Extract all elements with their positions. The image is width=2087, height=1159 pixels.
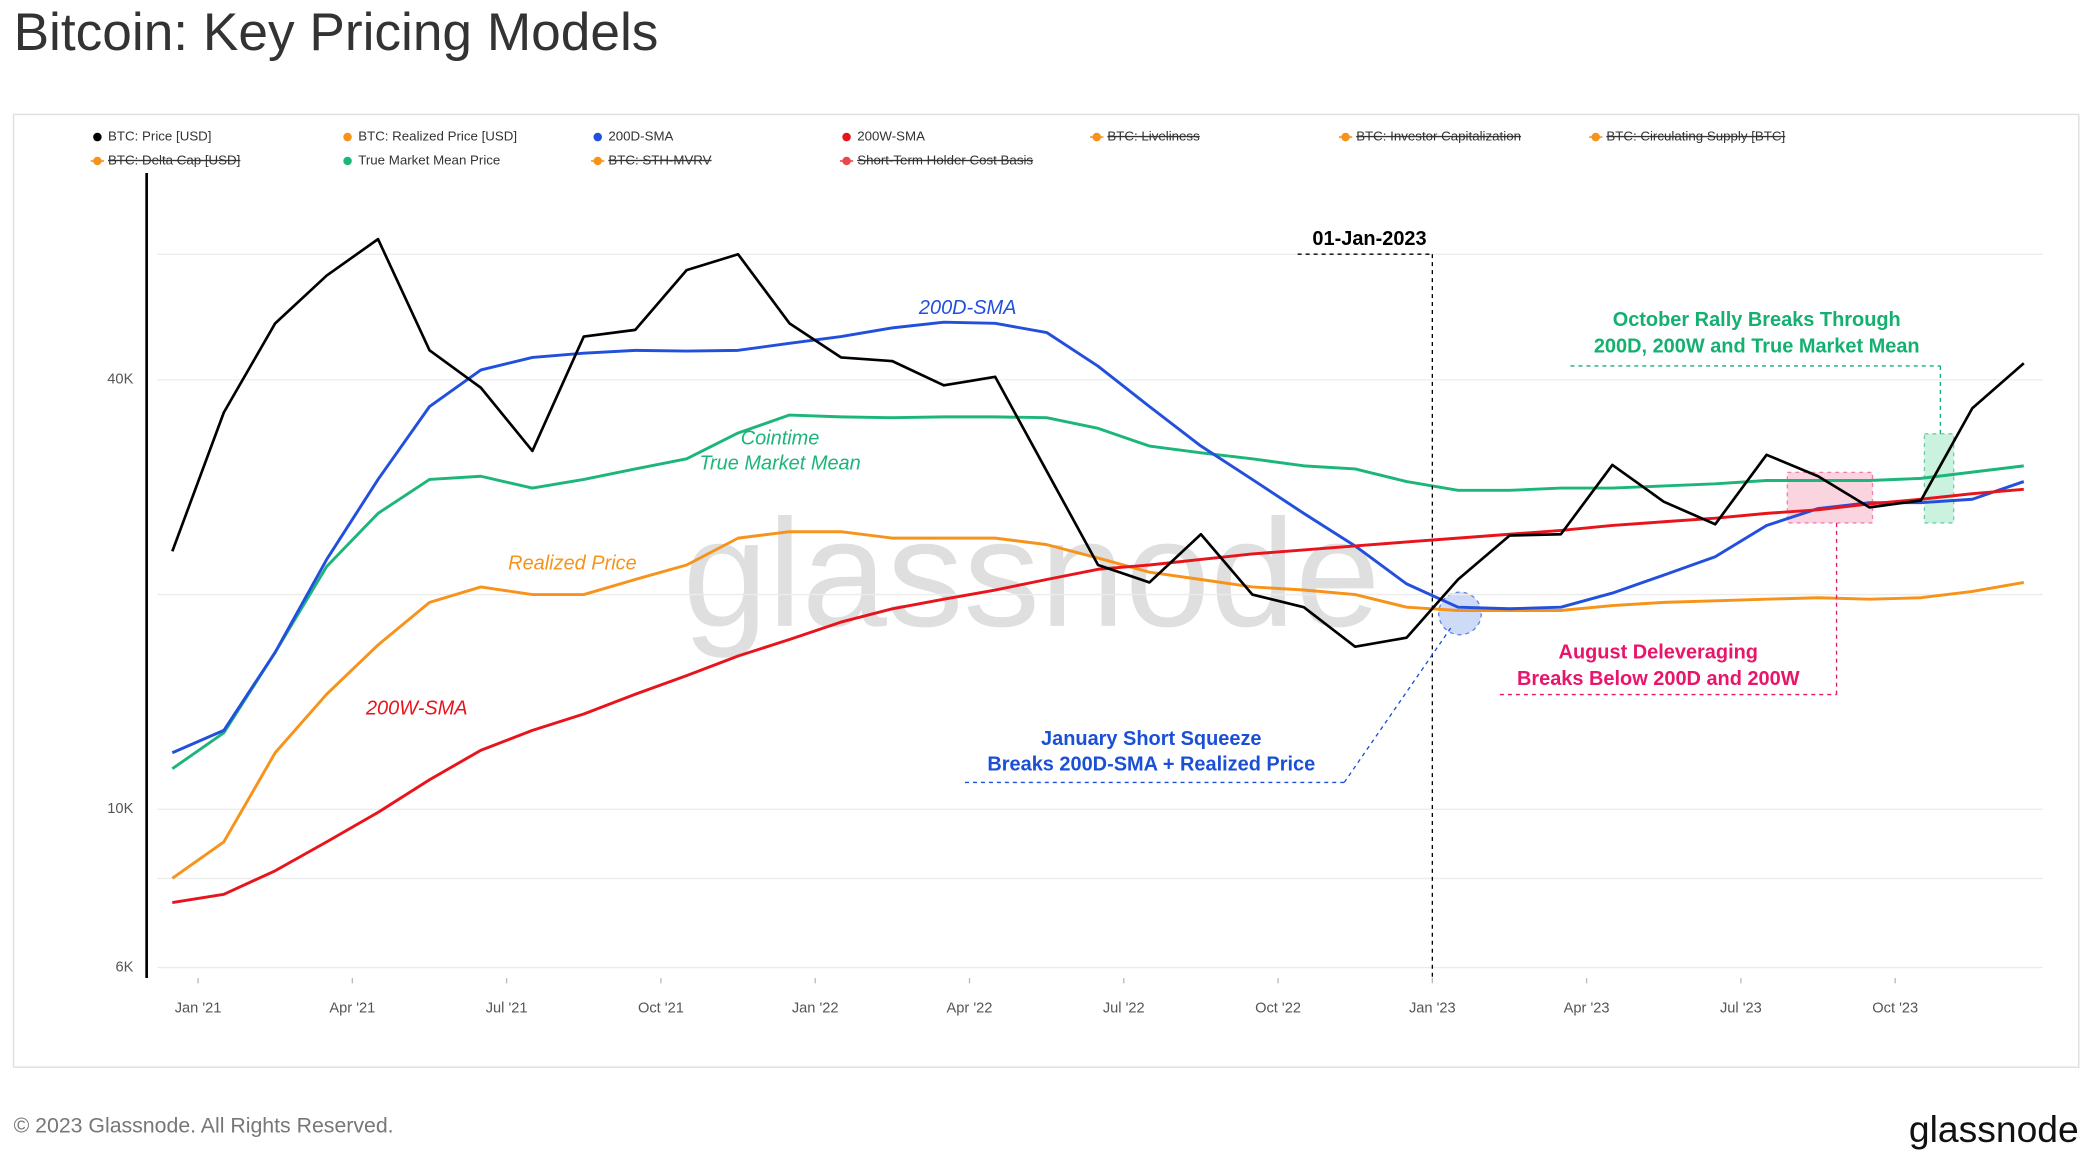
legend-marker bbox=[93, 132, 102, 142]
x-tick-label: Jan '21 bbox=[175, 1000, 222, 1016]
x-tick-label: Oct '21 bbox=[638, 1000, 684, 1016]
x-tick-label: Jan '23 bbox=[1409, 1000, 1456, 1016]
legend-label: 200W-SMA bbox=[857, 129, 925, 144]
legend-label: BTC: Realized Price [USD] bbox=[358, 129, 517, 144]
x-tick-label: Apr '21 bbox=[329, 1000, 375, 1016]
legend-label: BTC: STH-MVRV bbox=[608, 153, 711, 168]
x-tick-label: Apr '23 bbox=[1564, 1000, 1610, 1016]
series-line bbox=[171, 237, 2025, 649]
series-line bbox=[171, 530, 2025, 880]
x-tick-label: Oct '23 bbox=[1872, 1000, 1918, 1016]
legend-label: BTC: Circulating Supply [BTC] bbox=[1606, 129, 1785, 144]
series-line bbox=[171, 413, 2024, 770]
annotation: 01-Jan-2023 bbox=[1312, 228, 1426, 250]
series-line bbox=[171, 320, 2025, 755]
annotation: August Deleveraging bbox=[1559, 642, 1758, 664]
x-tick-label: Jul '21 bbox=[486, 1000, 528, 1016]
annotation: Breaks Below 200D and 200W bbox=[1517, 668, 1800, 690]
legend-label: True Market Mean Price bbox=[358, 153, 500, 168]
legend-marker bbox=[842, 132, 851, 142]
series-line bbox=[172, 487, 2024, 905]
watermark: glassnode bbox=[683, 488, 1381, 659]
y-tick-label: 40K bbox=[107, 372, 133, 388]
x-tick-label: Apr '22 bbox=[947, 1000, 993, 1016]
legend-marker bbox=[343, 132, 352, 142]
legend-label: BTC: Price [USD] bbox=[108, 129, 211, 144]
logo: glassnode bbox=[1909, 1108, 2079, 1150]
x-tick-label: Jul '22 bbox=[1103, 1000, 1145, 1016]
legend-label: BTC: Investor Capitalization bbox=[1356, 129, 1521, 144]
frame bbox=[12, 113, 2080, 1068]
annotation: Cointime bbox=[741, 427, 820, 449]
footer: © 2023 Glassnode. All Rights Reserved. bbox=[14, 1114, 394, 1138]
x-tick-label: Jul '23 bbox=[1720, 1000, 1762, 1016]
annotation: Realized Price bbox=[508, 552, 637, 574]
annotation: True Market Mean bbox=[699, 453, 860, 475]
legend-label: BTC: Delta Cap [USD] bbox=[108, 153, 240, 168]
legend-marker bbox=[593, 132, 602, 142]
y-tick-label: 10K bbox=[107, 801, 133, 817]
legend-marker bbox=[343, 156, 352, 166]
legend-label: BTC: Liveliness bbox=[1107, 129, 1200, 144]
legend-label: 200D-SMA bbox=[608, 129, 673, 144]
x-tick-label: Jan '22 bbox=[792, 1000, 839, 1016]
highlight-circle bbox=[1438, 591, 1482, 636]
legend-label: Short-Term Holder Cost Basis bbox=[857, 153, 1033, 168]
annotation: 200W-SMA bbox=[365, 698, 468, 720]
annotation: January Short Squeeze bbox=[1041, 728, 1262, 750]
chart-title: Bitcoin: Key Pricing Models bbox=[14, 3, 659, 62]
annotation: 200D, 200W and True Market Mean bbox=[1594, 336, 1920, 358]
x-tick-label: Oct '22 bbox=[1255, 1000, 1301, 1016]
annotation: 200D-SMA bbox=[918, 297, 1017, 319]
annotation: Breaks 200D-SMA + Realized Price bbox=[987, 753, 1315, 775]
y-tick-label: 6K bbox=[115, 959, 133, 975]
annotation: October Rally Breaks Through bbox=[1613, 309, 1901, 331]
